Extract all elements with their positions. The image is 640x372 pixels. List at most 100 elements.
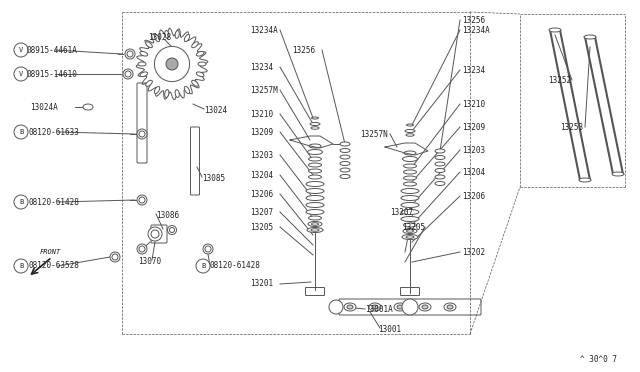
Ellipse shape [403,164,417,168]
Ellipse shape [435,175,445,179]
Ellipse shape [308,157,321,161]
Circle shape [151,230,159,238]
Text: 13256: 13256 [292,45,315,55]
FancyBboxPatch shape [339,299,481,315]
Ellipse shape [406,124,413,126]
Text: 13070: 13070 [138,257,161,266]
Circle shape [170,228,175,232]
Circle shape [402,299,418,315]
Ellipse shape [312,223,319,225]
Text: 13257M: 13257M [250,86,278,94]
Text: B: B [201,263,205,269]
Ellipse shape [340,148,350,153]
Text: 13210: 13210 [250,109,273,119]
Circle shape [168,225,177,234]
Ellipse shape [306,202,324,208]
FancyBboxPatch shape [151,225,167,243]
Ellipse shape [403,182,417,186]
Ellipse shape [309,144,321,148]
Ellipse shape [403,228,417,234]
Text: 13206: 13206 [462,192,485,201]
Text: 13024A: 13024A [30,103,58,112]
Ellipse shape [307,228,323,232]
Text: B: B [19,129,23,135]
Ellipse shape [146,42,152,48]
Text: 13234: 13234 [250,62,273,71]
Ellipse shape [146,80,152,86]
Text: 13203: 13203 [250,151,273,160]
Text: 13205: 13205 [402,222,425,231]
FancyBboxPatch shape [401,288,419,295]
Ellipse shape [83,104,93,110]
Ellipse shape [198,62,206,66]
Circle shape [166,58,178,70]
Text: 13085: 13085 [202,173,225,183]
Text: 13234: 13234 [462,65,485,74]
Ellipse shape [435,169,445,173]
Circle shape [14,259,28,273]
Ellipse shape [579,178,591,182]
Ellipse shape [140,72,148,77]
Circle shape [125,49,135,59]
Circle shape [139,131,145,137]
Ellipse shape [308,169,321,173]
Ellipse shape [154,86,159,94]
Ellipse shape [447,305,453,309]
Text: 13024: 13024 [204,106,227,115]
Text: 13205: 13205 [250,222,273,231]
Ellipse shape [306,182,324,186]
Text: 13234A: 13234A [250,26,278,35]
Ellipse shape [435,162,445,166]
Ellipse shape [310,122,320,125]
Text: 13203: 13203 [462,145,485,154]
Circle shape [137,244,147,254]
Text: 13257N: 13257N [360,129,388,138]
Ellipse shape [406,236,414,238]
Ellipse shape [397,305,403,309]
Text: 08120-61428: 08120-61428 [210,262,261,270]
Text: 08120-61428: 08120-61428 [28,198,79,206]
Ellipse shape [403,170,417,174]
Ellipse shape [308,175,321,179]
Circle shape [14,125,28,139]
Text: 13028: 13028 [148,32,172,42]
Ellipse shape [344,303,356,311]
Circle shape [14,195,28,209]
Ellipse shape [403,223,417,227]
Ellipse shape [308,221,322,227]
Text: 13001A: 13001A [365,305,393,314]
Ellipse shape [340,161,350,166]
Circle shape [203,244,213,254]
Ellipse shape [401,196,419,201]
Ellipse shape [184,86,189,94]
Polygon shape [290,136,333,148]
Ellipse shape [422,305,428,309]
Ellipse shape [612,172,624,176]
Text: 08915-4461A: 08915-4461A [26,45,77,55]
Ellipse shape [306,196,324,201]
Ellipse shape [191,80,198,86]
Circle shape [112,254,118,260]
Ellipse shape [138,62,146,66]
Ellipse shape [347,305,353,309]
Ellipse shape [340,155,350,159]
Text: 13202: 13202 [462,247,485,257]
Ellipse shape [306,209,324,215]
Text: FRONT: FRONT [40,249,61,255]
Circle shape [205,246,211,252]
Circle shape [137,195,147,205]
Text: 13210: 13210 [462,99,485,109]
Circle shape [148,227,162,241]
Ellipse shape [584,35,596,39]
Ellipse shape [164,90,169,97]
Ellipse shape [154,35,159,42]
Ellipse shape [184,35,189,42]
Ellipse shape [306,189,324,193]
Ellipse shape [311,127,319,129]
Ellipse shape [311,229,319,231]
Text: 13256: 13256 [462,16,485,25]
Circle shape [127,51,133,57]
Text: 08120-61633: 08120-61633 [28,128,79,137]
Circle shape [196,259,210,273]
Ellipse shape [403,176,417,180]
